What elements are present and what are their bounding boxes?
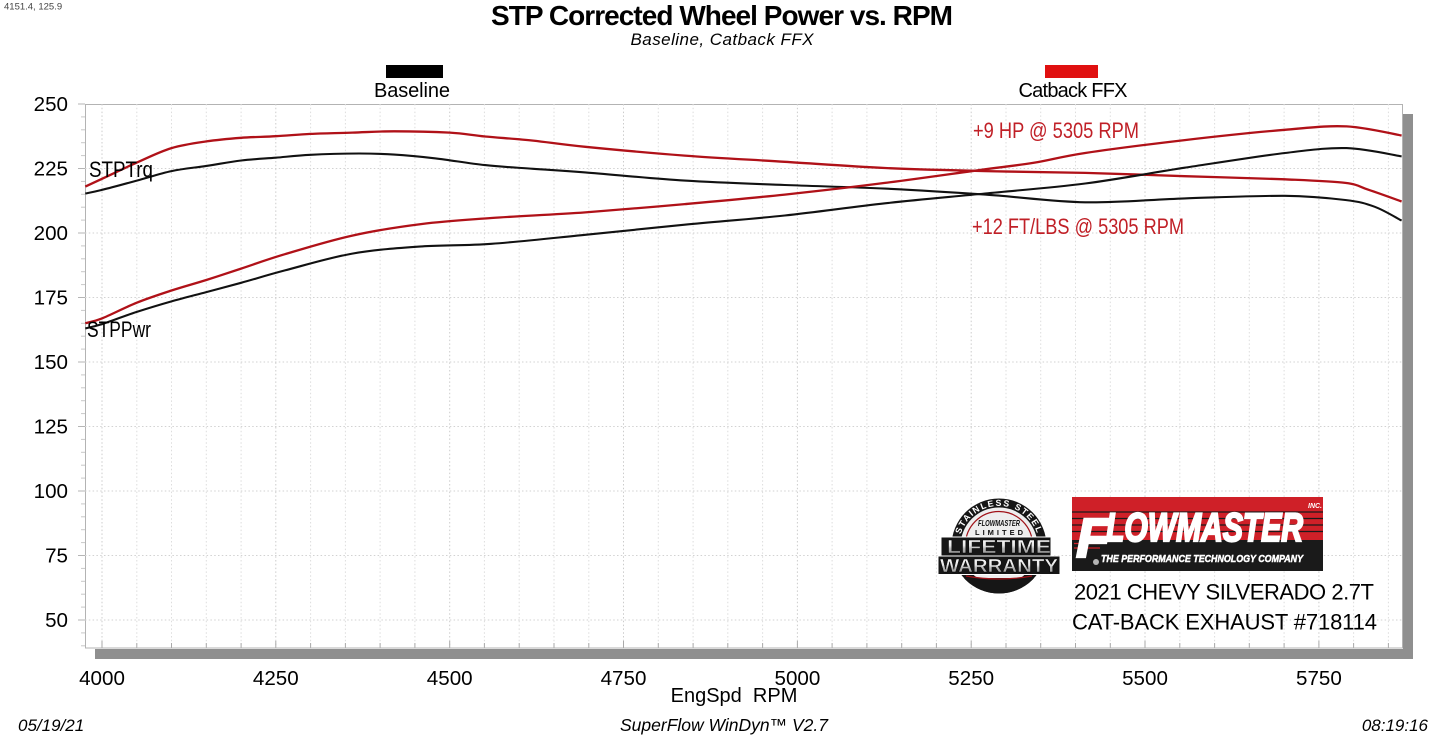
svg-text:F: F xyxy=(1076,506,1112,569)
svg-text:5250: 5250 xyxy=(948,667,994,690)
svg-text:LOWMASTER: LOWMASTER xyxy=(1106,506,1303,550)
svg-text:225: 225 xyxy=(34,158,68,181)
svg-text:Baseline: Baseline xyxy=(374,80,450,102)
svg-text:5000: 5000 xyxy=(774,667,820,690)
svg-text:50: 50 xyxy=(45,609,68,632)
svg-text:STPTrq: STPTrq xyxy=(89,157,153,182)
svg-text:4250: 4250 xyxy=(253,667,299,690)
svg-text:+9 HP @ 5305 RPM: +9 HP @ 5305 RPM xyxy=(973,118,1139,143)
svg-text:150: 150 xyxy=(34,351,68,374)
svg-text:WARRANTY: WARRANTY xyxy=(940,556,1058,576)
svg-text:LIFETIME: LIFETIME xyxy=(947,536,1051,557)
svg-text:THE PERFORMANCE TECHNOLOGY COM: THE PERFORMANCE TECHNOLOGY COMPANY xyxy=(1101,553,1304,565)
svg-text:4750: 4750 xyxy=(601,667,647,690)
svg-text:Catback FFX: Catback FFX xyxy=(1019,80,1128,102)
svg-text:5500: 5500 xyxy=(1122,667,1168,690)
svg-text:+12 FT/LBS @ 5305 RPM: +12 FT/LBS @ 5305 RPM xyxy=(972,214,1184,239)
svg-text:175: 175 xyxy=(34,287,68,310)
svg-text:200: 200 xyxy=(34,222,68,245)
svg-text:08:19:16: 08:19:16 xyxy=(1362,716,1429,735)
svg-text:250: 250 xyxy=(34,93,68,116)
svg-text:STP Corrected Wheel Power vs.: STP Corrected Wheel Power vs. RPM xyxy=(491,0,953,31)
svg-text:Baseline, Catback FFX: Baseline, Catback FFX xyxy=(631,30,815,49)
svg-text:EngSpd RPM: EngSpd RPM xyxy=(671,685,798,707)
svg-text:75: 75 xyxy=(45,545,68,568)
svg-text:CAT-BACK EXHAUST #718114: CAT-BACK EXHAUST #718114 xyxy=(1072,610,1377,635)
svg-text:STPPwr: STPPwr xyxy=(87,317,151,342)
svg-text:05/19/21: 05/19/21 xyxy=(18,716,84,735)
svg-text:2021 CHEVY SILVERADO 2.7T: 2021 CHEVY SILVERADO 2.7T xyxy=(1074,580,1374,605)
svg-text:4000: 4000 xyxy=(79,667,125,690)
svg-text:5750: 5750 xyxy=(1296,667,1342,690)
svg-text:4500: 4500 xyxy=(427,667,473,690)
svg-text:INC.: INC. xyxy=(1308,503,1322,510)
svg-text:100: 100 xyxy=(34,480,68,503)
svg-text:4151.4, 125.9: 4151.4, 125.9 xyxy=(4,2,62,13)
svg-text:SuperFlow WinDyn™ V2.7: SuperFlow WinDyn™ V2.7 xyxy=(620,715,829,735)
svg-text:FLOWMASTER: FLOWMASTER xyxy=(978,518,1021,528)
svg-text:125: 125 xyxy=(34,416,68,439)
